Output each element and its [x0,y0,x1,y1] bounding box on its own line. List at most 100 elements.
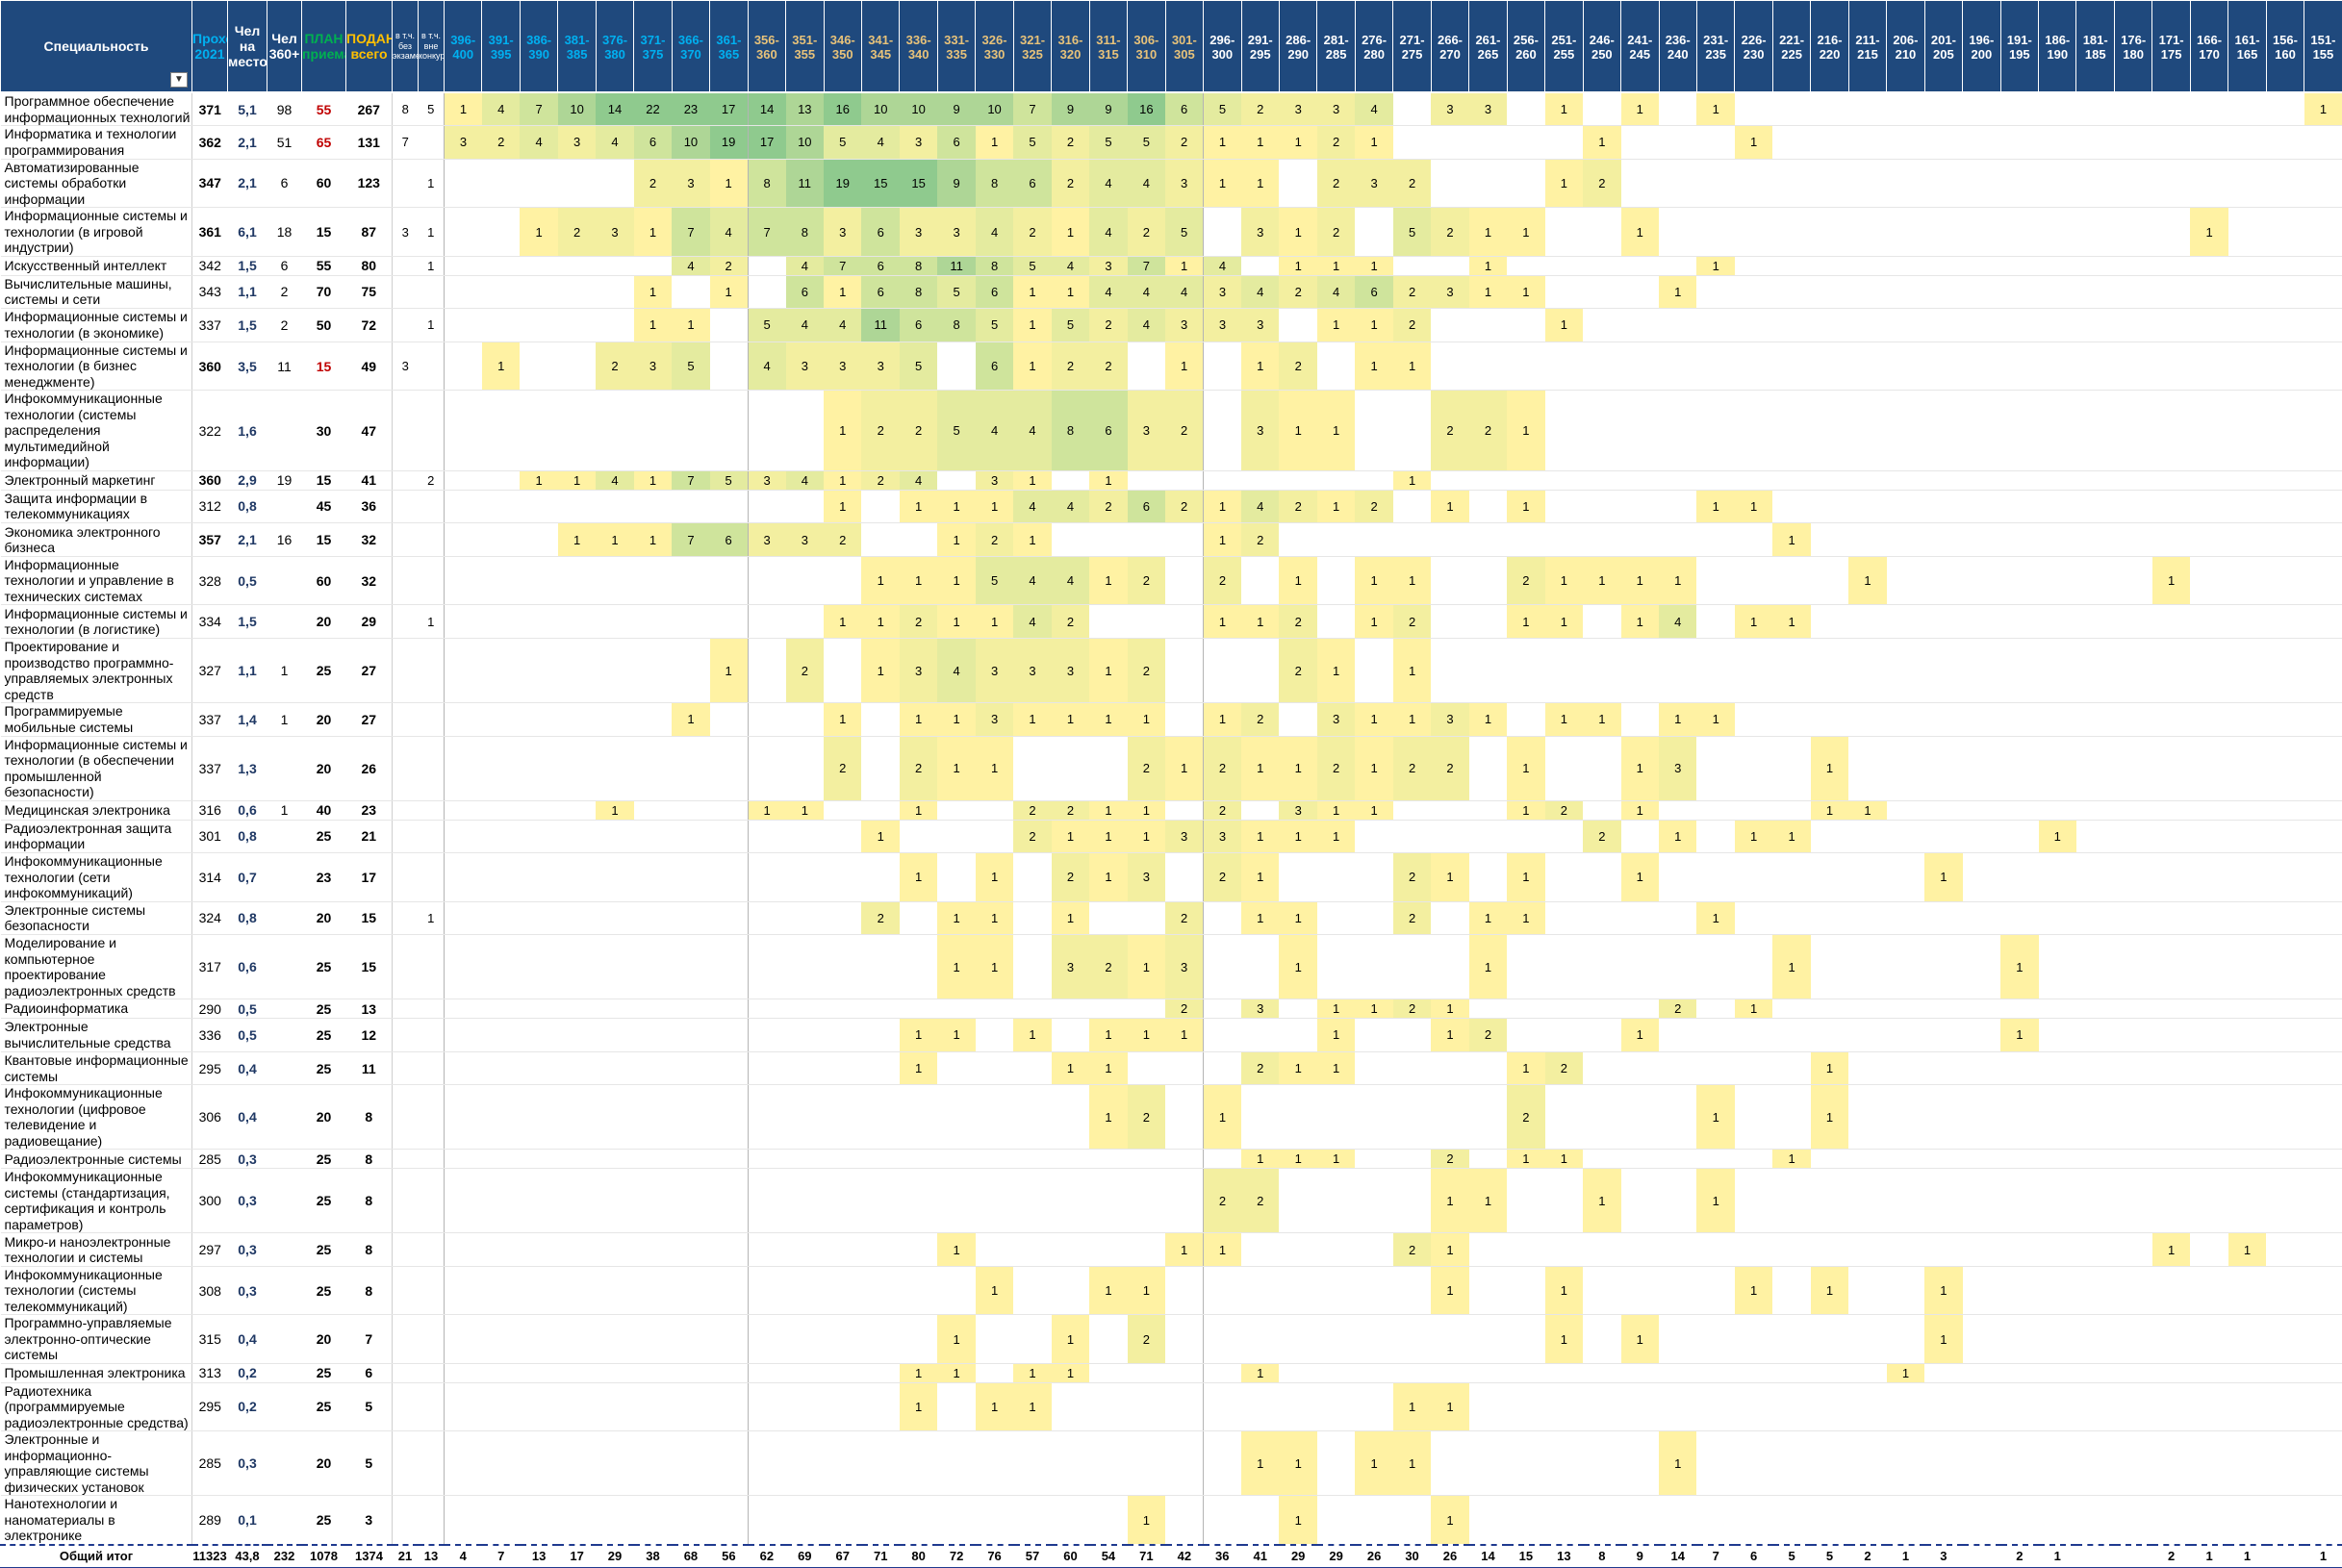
heat-cell[interactable] [1431,470,1468,490]
heat-cell[interactable] [1583,470,1620,490]
totals-sub[interactable]: 1374 [346,1545,393,1568]
heat-cell[interactable]: 5 [1128,126,1165,160]
heat-cell[interactable] [937,999,975,1019]
heat-cell[interactable] [1963,92,2000,126]
heat-cell[interactable] [1128,1363,1165,1382]
heat-cell[interactable] [1848,208,1886,257]
heat-cell[interactable] [2039,1051,2076,1085]
heat-cell[interactable]: 1 [1621,736,1659,800]
totals-bin[interactable]: 69 [786,1545,824,1568]
heat-cell[interactable] [634,1266,672,1315]
row-specialty[interactable]: Моделирование и компьютерное проектирова… [1,935,192,999]
heat-cell[interactable] [1735,256,1772,275]
heat-cell[interactable]: 1 [1659,1431,1696,1496]
heat-cell[interactable]: 7 [824,256,861,275]
totals-bin[interactable]: 26 [1431,1545,1468,1568]
heat-cell[interactable] [861,523,899,557]
heat-cell[interactable] [2114,853,2151,902]
heat-cell[interactable] [900,901,937,935]
totals-bin[interactable]: 5 [1811,1545,1848,1568]
heat-cell[interactable]: 10 [786,126,824,160]
heat-cell[interactable] [1469,1431,1507,1496]
heat-cell[interactable] [1507,309,1544,342]
heat-cell[interactable]: 1 [1317,309,1355,342]
heat-cell[interactable]: 1 [1204,1085,1241,1150]
heat-cell[interactable]: 5 [748,309,785,342]
heat-cell[interactable] [2228,556,2266,605]
heat-cell[interactable] [2228,523,2266,557]
heat-cell[interactable] [2076,341,2114,391]
heat-cell[interactable] [2190,126,2227,160]
heat-cell[interactable] [2152,1266,2190,1315]
heat-cell[interactable] [1772,1019,1810,1052]
heat-cell[interactable]: 2 [1241,92,1279,126]
row-plan[interactable]: 23 [302,853,346,902]
heat-cell[interactable] [2114,275,2151,309]
heat-cell[interactable]: 6 [1013,159,1051,208]
heat-cell[interactable] [1848,92,1886,126]
heat-cell[interactable]: 7 [672,470,709,490]
heat-cell[interactable] [1545,470,1583,490]
heat-cell[interactable] [1696,605,1734,639]
heat-cell[interactable] [1279,159,1316,208]
heat-cell[interactable]: 1 [1089,1051,1127,1085]
row-out-of-competition[interactable] [419,1233,445,1267]
heat-cell[interactable] [1887,1051,1924,1085]
heat-cell[interactable]: 17 [710,92,748,126]
heat-cell[interactable]: 6 [976,275,1013,309]
heat-cell[interactable] [482,639,520,703]
heat-cell[interactable] [1013,1315,1051,1364]
heat-cell[interactable] [445,1233,482,1267]
heat-cell[interactable] [1013,935,1051,999]
header-bin-8[interactable]: 356-360 [748,1,785,93]
heat-cell[interactable] [1317,1233,1355,1267]
heat-cell[interactable] [1621,935,1659,999]
heat-cell[interactable]: 2 [1317,126,1355,160]
heat-cell[interactable]: 2 [1583,159,1620,208]
heat-cell[interactable] [445,1266,482,1315]
heat-cell[interactable]: 4 [1089,159,1127,208]
heat-cell[interactable] [672,1496,709,1545]
row-over360[interactable] [267,935,302,999]
header-passing-2021[interactable]: Проходной 2021 [192,1,228,93]
heat-cell[interactable]: 4 [482,92,520,126]
heat-cell[interactable] [1355,820,1392,853]
heat-cell[interactable] [1696,341,1734,391]
row-out-of-competition[interactable] [419,1315,445,1364]
heat-cell[interactable] [976,800,1013,820]
row-specialty[interactable]: Экономика электронного бизнеса [1,523,192,557]
row-no-exam[interactable] [393,1315,419,1364]
heat-cell[interactable]: 1 [1355,1431,1392,1496]
row-over360[interactable] [267,1150,302,1169]
heat-cell[interactable] [1469,639,1507,703]
heat-cell[interactable] [1924,126,1962,160]
row-over360[interactable]: 2 [267,275,302,309]
row-plan[interactable]: 15 [302,341,346,391]
totals-bin[interactable]: 71 [1128,1545,1165,1568]
row-over360[interactable] [267,1266,302,1315]
heat-cell[interactable]: 1 [937,605,975,639]
heat-cell[interactable]: 1 [1621,605,1659,639]
heat-cell[interactable] [1963,208,2000,257]
heat-cell[interactable] [1393,1019,1431,1052]
row-passing-2021[interactable]: 315 [192,1315,228,1364]
heat-cell[interactable]: 2 [861,391,899,471]
totals-label[interactable]: Общий итог [1,1545,192,1568]
heat-cell[interactable] [1469,470,1507,490]
row-over360[interactable] [267,1051,302,1085]
row-plan[interactable]: 25 [302,1233,346,1267]
heat-cell[interactable] [786,1431,824,1496]
heat-cell[interactable] [1887,1085,1924,1150]
row-plan[interactable]: 20 [302,1431,346,1496]
heat-cell[interactable] [1089,999,1127,1019]
heat-cell[interactable]: 1 [1659,275,1696,309]
heat-cell[interactable]: 1 [1583,1169,1620,1233]
heat-cell[interactable]: 3 [1317,703,1355,737]
heat-cell[interactable] [824,1233,861,1267]
heat-cell[interactable]: 1 [1279,126,1316,160]
heat-cell[interactable] [1887,639,1924,703]
heat-cell[interactable] [1924,391,1962,471]
heat-cell[interactable] [1583,1431,1620,1496]
heat-cell[interactable]: 1 [1659,556,1696,605]
heat-cell[interactable] [520,1363,557,1382]
